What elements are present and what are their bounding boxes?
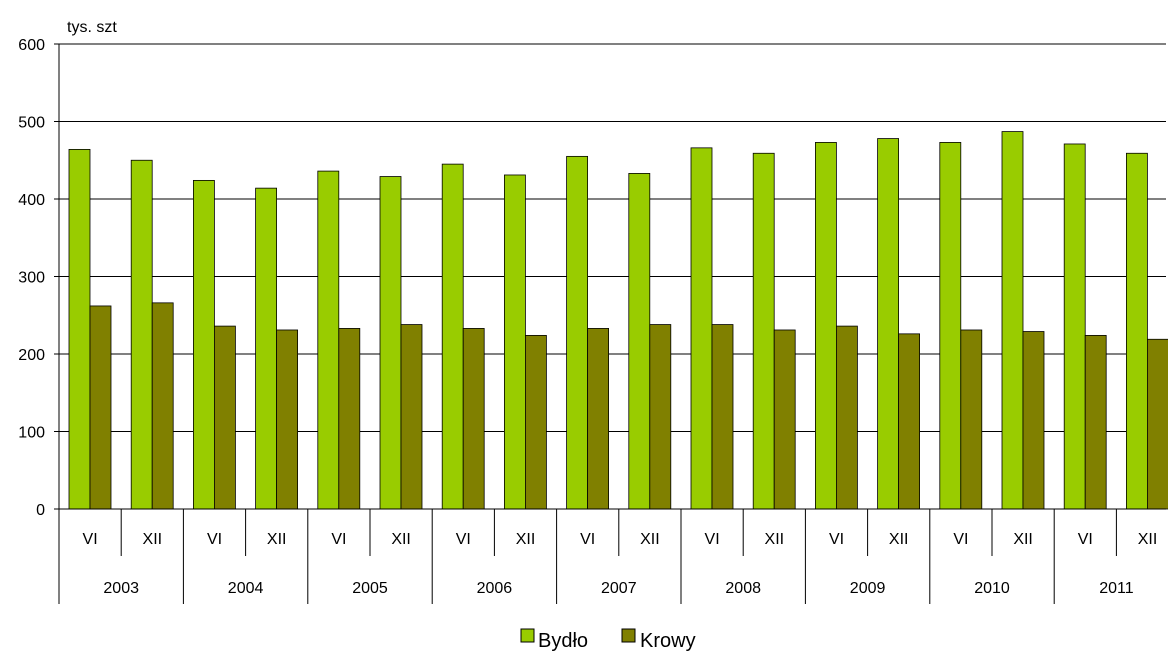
x-group-label: 2007 [601, 580, 637, 597]
bar-bydlo [628, 173, 651, 510]
x-tick-label: XII [267, 531, 287, 548]
x-tick-label: VI [456, 531, 471, 548]
bar-krowy [587, 328, 609, 510]
x-tick-label: VI [207, 531, 222, 548]
bar-bydlo [317, 170, 340, 510]
x-group-label: 2003 [103, 580, 139, 597]
x-tick-label: XII [1013, 531, 1033, 548]
bar-krowy [1084, 334, 1107, 510]
legend-swatch-bydlo [520, 628, 535, 643]
bar-bydlo [939, 142, 962, 510]
x-group-label: 2005 [352, 580, 388, 597]
y-axis-label: tys. szt [67, 19, 117, 36]
bar-bydlo [1126, 152, 1148, 510]
bar-bydlo [379, 176, 402, 510]
x-group-label: 2009 [850, 580, 886, 597]
bar-krowy [1147, 338, 1168, 510]
bar-bydlo [690, 147, 713, 510]
x-category-labels: VI XII VI XII VI XII VI XII VI XII VI XII VI XII VI XII… [83, 531, 1158, 548]
bar-krowy [462, 328, 485, 510]
x-group-label: 2006 [477, 580, 513, 597]
y-tick-label: 100 [18, 425, 45, 442]
legend: Bydło Krowy [520, 628, 696, 652]
bar-krowy [213, 325, 236, 510]
x-group-label: 2008 [725, 580, 761, 597]
bar-bydlo [255, 187, 278, 510]
bar-krowy [276, 329, 299, 510]
x-tick-label: XII [765, 531, 785, 548]
bar-bydlo [441, 163, 464, 510]
bar-bydlo [815, 142, 837, 510]
bar-krowy [1022, 331, 1045, 510]
x-tick-label: XII [143, 531, 163, 548]
bar-krowy [836, 325, 858, 510]
legend-label-bydlo: Bydło [538, 630, 588, 652]
y-tick-label: 500 [18, 115, 45, 132]
y-tick-label: 0 [36, 502, 45, 519]
bar-krowy [400, 324, 423, 510]
bar-bydlo [1001, 131, 1024, 510]
bar-krowy [711, 324, 734, 510]
legend-swatch-krowy [621, 628, 636, 643]
bar-krowy [151, 302, 174, 510]
x-tick-label: VI [829, 531, 844, 548]
x-tick-label: XII [640, 531, 660, 548]
bar-bydlo [130, 159, 153, 510]
bar-bydlo [877, 138, 899, 510]
x-tick-label: VI [331, 531, 346, 548]
x-tick-label: VI [580, 531, 595, 548]
x-tick-label: XII [516, 531, 536, 548]
bar-bydlo [566, 155, 588, 510]
y-tick-label: 400 [18, 192, 45, 209]
bar-krowy [338, 328, 361, 510]
y-tick-label: 200 [18, 347, 45, 364]
x-tick-label: XII [1138, 531, 1158, 548]
bar-bydlo [752, 152, 775, 510]
legend-label-krowy: Krowy [640, 630, 696, 652]
x-group-label: 2010 [974, 580, 1010, 597]
bar-krowy [649, 324, 672, 510]
bar-krowy [773, 329, 796, 510]
bar-bydlo [1063, 143, 1086, 510]
bar-krowy [89, 305, 112, 510]
bar-krowy [960, 329, 983, 510]
x-tick-label: XII [889, 531, 909, 548]
bar-krowy [525, 334, 547, 510]
x-tick-label: VI [705, 531, 720, 548]
x-tick-label: VI [953, 531, 968, 548]
x-tick-label: VI [83, 531, 98, 548]
axes [54, 43, 1166, 604]
x-group-label: 2004 [228, 580, 264, 597]
x-group-label: 2011 [1099, 580, 1134, 597]
bar-bydlo [192, 179, 215, 510]
x-tick-label: XII [391, 531, 411, 548]
bars [68, 131, 1168, 510]
y-tick-labels: 0 100 200 300 400 500 600 [18, 37, 45, 519]
bar-bydlo [503, 174, 526, 510]
y-tick-label: 300 [18, 270, 45, 287]
bar-krowy [898, 333, 920, 510]
x-group-labels: 2003 2004 2005 2006 2007 2008 2009 2010 2011 [103, 580, 1133, 597]
bar-bydlo [68, 148, 91, 510]
x-tick-label: VI [1078, 531, 1093, 548]
y-tick-label: 600 [18, 37, 45, 54]
